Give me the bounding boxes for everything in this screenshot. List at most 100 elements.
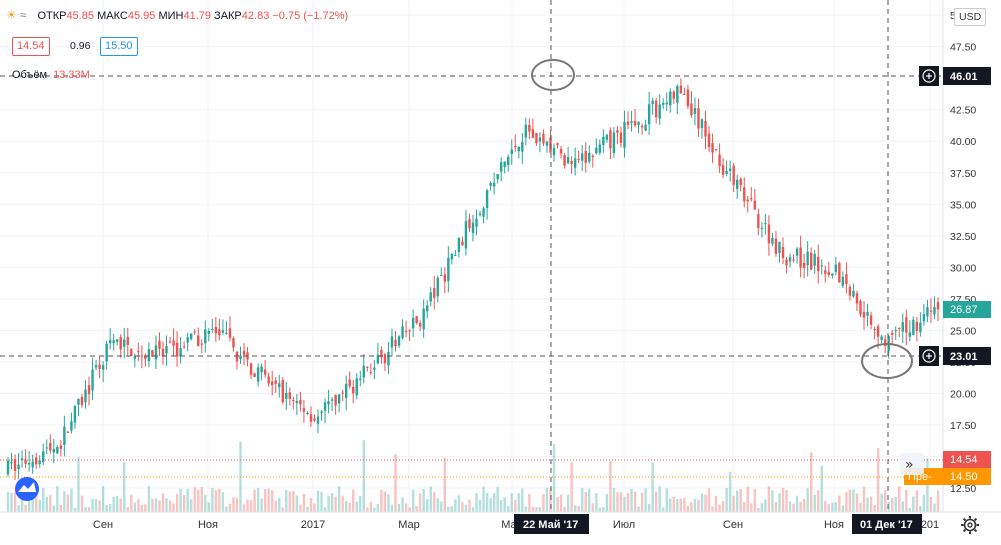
volume-bar xyxy=(285,490,288,512)
volume-bar xyxy=(207,502,210,512)
volume-bar xyxy=(876,448,880,512)
candle-body xyxy=(552,147,556,156)
candle-body xyxy=(228,328,232,338)
volume-bar xyxy=(623,496,626,512)
volume-bar xyxy=(77,456,80,512)
candle-body xyxy=(475,218,478,227)
candle-body xyxy=(52,448,55,453)
volume-bar xyxy=(130,494,133,512)
volume-bar xyxy=(887,501,890,512)
y-tick-label: 12.50 xyxy=(950,483,976,495)
candle-body xyxy=(531,129,535,138)
volume-bar xyxy=(376,504,380,512)
volume-bar xyxy=(221,492,225,512)
candle-body xyxy=(352,386,355,394)
candle-body xyxy=(929,310,933,312)
volume-bar xyxy=(98,500,101,512)
y-tick-label: 20.00 xyxy=(950,388,976,400)
volume-bar xyxy=(211,488,214,512)
volume-bar xyxy=(728,471,732,512)
volume-bar xyxy=(510,493,513,512)
volume-bar xyxy=(116,496,119,512)
candle-body xyxy=(746,199,749,202)
volume-value: 13.33M xyxy=(53,69,90,81)
candle-body xyxy=(915,321,919,331)
volume-bar xyxy=(535,507,538,512)
volume-bar xyxy=(274,500,277,512)
candle-body xyxy=(813,253,816,266)
candle-body xyxy=(905,317,908,333)
volume-bar xyxy=(316,490,320,512)
candle-body xyxy=(66,431,70,433)
volume-bar xyxy=(426,499,429,512)
candle-body xyxy=(105,343,108,362)
currency-button[interactable]: USD xyxy=(954,8,987,26)
candle-body xyxy=(644,124,647,131)
candle-body xyxy=(919,322,922,333)
candle-body xyxy=(640,125,644,128)
candle-body xyxy=(538,137,542,142)
candle-body xyxy=(387,351,390,366)
volume-bar xyxy=(52,505,55,512)
candle-body xyxy=(792,259,795,261)
volume-bar xyxy=(175,494,179,512)
volume-bar xyxy=(651,462,654,512)
volume-bar xyxy=(457,495,461,512)
volume-bar xyxy=(559,494,563,512)
sell-price-box[interactable]: 14.54 xyxy=(12,37,50,56)
candle-body xyxy=(806,251,809,266)
candle-body xyxy=(10,462,13,464)
volume-bar xyxy=(359,496,362,512)
volume-bar xyxy=(418,493,422,512)
candle-body xyxy=(126,337,129,345)
volume-bar xyxy=(640,492,644,512)
volume-bar xyxy=(499,500,503,512)
candle-body xyxy=(750,197,753,200)
volume-bar xyxy=(602,507,605,512)
scroll-to-realtime-button[interactable]: » xyxy=(900,453,924,475)
candle-body xyxy=(707,133,711,148)
candle-body xyxy=(637,121,640,126)
volume-bar xyxy=(538,507,542,512)
candle-body xyxy=(447,257,450,281)
gear-icon[interactable] xyxy=(961,516,979,534)
volume-bar xyxy=(101,486,105,512)
candle-body xyxy=(771,237,774,244)
volume-bar xyxy=(119,498,122,512)
candle-body xyxy=(605,134,609,140)
volume-bar xyxy=(922,494,926,512)
volume-bar xyxy=(771,490,774,512)
volume-bar xyxy=(707,488,711,512)
candle-body xyxy=(743,187,746,201)
candle-body xyxy=(510,149,513,155)
candle-body xyxy=(845,274,848,284)
volume-bar xyxy=(6,491,10,512)
candle-body xyxy=(207,330,210,334)
volume-bar xyxy=(256,488,260,512)
candle-body xyxy=(866,311,869,316)
candle-body xyxy=(341,392,344,394)
volume-bar xyxy=(49,495,52,512)
volume-bar xyxy=(658,486,661,512)
volume-bar xyxy=(492,493,496,512)
candle-body xyxy=(189,333,193,340)
candle-body xyxy=(788,257,792,262)
candle-body xyxy=(408,330,411,332)
volume-bar xyxy=(785,489,788,512)
candle-body xyxy=(337,394,341,404)
volume-bar xyxy=(679,498,683,512)
volume-bar xyxy=(309,497,313,512)
crosshair-price-tag-lower: 23.01 xyxy=(950,351,978,363)
candle-body xyxy=(320,411,323,413)
candle-body xyxy=(404,331,408,333)
volume-bar xyxy=(471,507,475,512)
candle-body xyxy=(316,416,320,424)
wave-icon[interactable]: ≈ xyxy=(19,8,27,22)
volume-bars xyxy=(6,440,940,512)
volume-bar xyxy=(38,499,41,512)
candle-body xyxy=(725,170,728,175)
buy-price-box[interactable]: 15.50 xyxy=(100,37,138,56)
candle-body xyxy=(359,378,362,380)
volume-bar xyxy=(263,489,267,512)
